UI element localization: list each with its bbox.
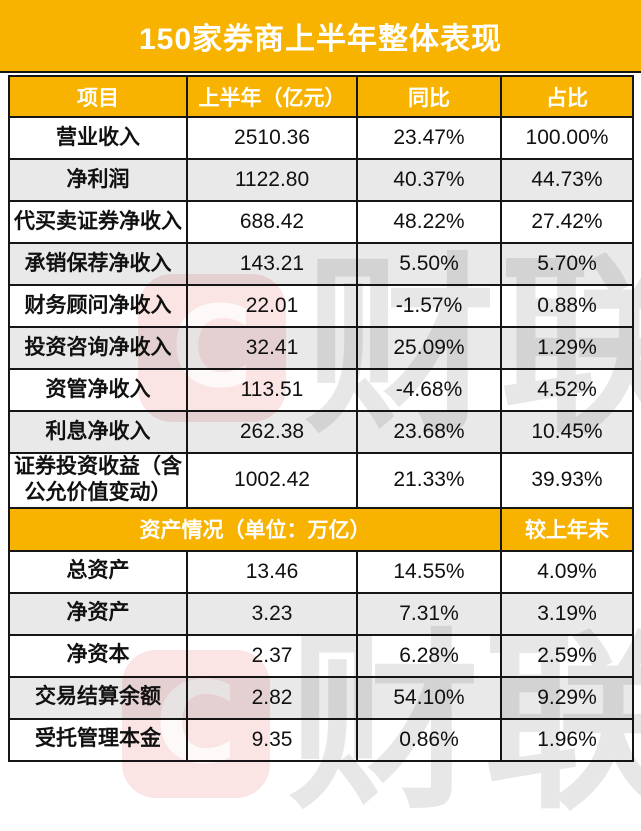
- cell-value: 44.73%: [500, 158, 634, 202]
- header-share: 占比: [500, 75, 634, 118]
- cell-value: 22.01: [186, 284, 358, 328]
- cell-value: 48.22%: [356, 200, 502, 244]
- cell-value: 262.38: [186, 410, 358, 454]
- row-label: 利息净收入: [8, 410, 188, 454]
- cell-value: 3.23: [186, 591, 358, 636]
- cell-value: 54.10%: [356, 675, 502, 720]
- row-label: 交易结算余额: [8, 675, 188, 720]
- cell-value: 1122.80: [186, 158, 358, 202]
- table-row: 承销保荐净收入 143.21 5.50% 5.70%: [8, 242, 634, 286]
- table-row: 净资本 2.37 6.28% 2.59%: [8, 633, 634, 678]
- row-label: 净资产: [8, 591, 188, 636]
- cell-value: 7.31%: [356, 591, 502, 636]
- cell-value: 1.96%: [500, 717, 634, 762]
- cell-value: 21.33%: [356, 452, 502, 509]
- cell-value: 113.51: [186, 368, 358, 412]
- table-wrap: 项目 上半年（亿元） 同比 占比 营业收入 2510.36 23.47% 100.00…: [8, 75, 634, 762]
- page-title: 150家券商上半年整体表现: [138, 22, 503, 56]
- cell-value: 2.37: [186, 633, 358, 678]
- table2-header-section: 资产情况（单位：万亿） 较上年末: [8, 506, 634, 552]
- table1-body: 营业收入 2510.36 23.47% 100.00% 净利润 1122.80 40.37%…: [8, 116, 634, 509]
- cell-value: -1.57%: [356, 284, 502, 328]
- cell-value: 1002.42: [186, 452, 358, 509]
- table-row: 投资咨询净收入 32.41 25.09% 1.29%: [8, 326, 634, 370]
- row-label: 净利润: [8, 158, 188, 202]
- cell-value: 0.88%: [500, 284, 634, 328]
- cell-value: 143.21: [186, 242, 358, 286]
- header-h1-value: 上半年（亿元）: [186, 75, 358, 118]
- cell-value: 3.19%: [500, 591, 634, 636]
- cell-value: 9.29%: [500, 675, 634, 720]
- cell-value: 2.59%: [500, 633, 634, 678]
- cell-value: 4.09%: [500, 549, 634, 594]
- cell-value: 32.41: [186, 326, 358, 370]
- row-label: 财务顾问净收入: [8, 284, 188, 328]
- row-label: 投资咨询净收入: [8, 326, 188, 370]
- cell-value: 40.37%: [356, 158, 502, 202]
- table-row: 证券投资收益（含公允价值变动） 1002.42 21.33% 39.93%: [8, 452, 634, 509]
- cell-value: 4.52%: [500, 368, 634, 412]
- cell-value: 39.93%: [500, 452, 634, 509]
- header-yoy: 同比: [356, 75, 502, 118]
- cell-value: 23.47%: [356, 116, 502, 160]
- row-label: 证券投资收益（含公允价值变动）: [8, 452, 188, 509]
- cell-value: 688.42: [186, 200, 358, 244]
- row-label: 总资产: [8, 549, 188, 594]
- section-title-assets: 资产情况（单位：万亿）: [8, 506, 502, 552]
- row-label: 受托管理本金: [8, 717, 188, 762]
- table-row: 净资产 3.23 7.31% 3.19%: [8, 591, 634, 636]
- cell-value: 5.50%: [356, 242, 502, 286]
- cell-value: 1.29%: [500, 326, 634, 370]
- cell-value: 14.55%: [356, 549, 502, 594]
- header-item: 项目: [8, 75, 188, 118]
- table2-body: 总资产 13.46 14.55% 4.09% 净资产 3.23 7.31% 3.19% 净资本 2…: [8, 549, 634, 762]
- row-label: 资管净收入: [8, 368, 188, 412]
- row-label: 代买卖证券净收入: [8, 200, 188, 244]
- cell-value: 25.09%: [356, 326, 502, 370]
- cell-value: 2510.36: [186, 116, 358, 160]
- table2-header-row: 资产情况（单位：万亿） 较上年末: [8, 506, 634, 552]
- table-row: 代买卖证券净收入 688.42 48.22% 27.42%: [8, 200, 634, 244]
- table-row: 净利润 1122.80 40.37% 44.73%: [8, 158, 634, 202]
- cell-value: 13.46: [186, 549, 358, 594]
- cell-value: 27.42%: [500, 200, 634, 244]
- table-row: 营业收入 2510.36 23.47% 100.00%: [8, 116, 634, 160]
- table-row: 总资产 13.46 14.55% 4.09%: [8, 549, 634, 594]
- cell-value: 5.70%: [500, 242, 634, 286]
- table-row: 资管净收入 113.51 -4.68% 4.52%: [8, 368, 634, 412]
- cell-value: 10.45%: [500, 410, 634, 454]
- header-vs-year-end: 较上年末: [500, 506, 634, 552]
- table1-header-row: 项目 上半年（亿元） 同比 占比: [8, 75, 634, 118]
- cell-value: 9.35: [186, 717, 358, 762]
- row-label: 营业收入: [8, 116, 188, 160]
- table-row: 交易结算余额 2.82 54.10% 9.29%: [8, 675, 634, 720]
- row-label: 净资本: [8, 633, 188, 678]
- title-bar: 150家券商上半年整体表现: [0, 0, 641, 73]
- row-label: 承销保荐净收入: [8, 242, 188, 286]
- table-row: 财务顾问净收入 22.01 -1.57% 0.88%: [8, 284, 634, 328]
- cell-value: 2.82: [186, 675, 358, 720]
- cell-value: -4.68%: [356, 368, 502, 412]
- table-row: 受托管理本金 9.35 0.86% 1.96%: [8, 717, 634, 762]
- cell-value: 6.28%: [356, 633, 502, 678]
- table-row: 利息净收入 262.38 23.68% 10.45%: [8, 410, 634, 454]
- cell-value: 0.86%: [356, 717, 502, 762]
- performance-table: 项目 上半年（亿元） 同比 占比 营业收入 2510.36 23.47% 100.00…: [8, 75, 634, 762]
- cell-value: 23.68%: [356, 410, 502, 454]
- cell-value: 100.00%: [500, 116, 634, 160]
